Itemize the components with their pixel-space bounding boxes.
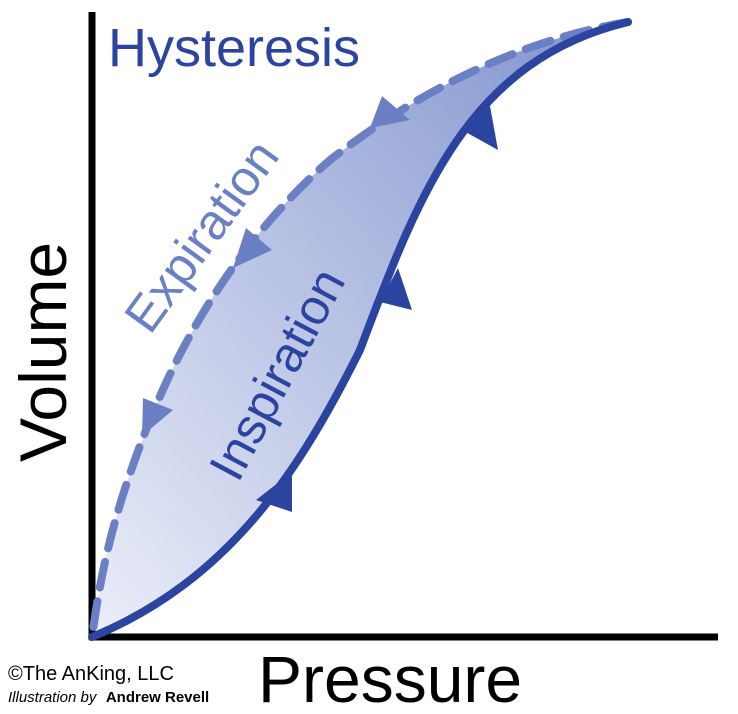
arrowhead-icon	[380, 268, 412, 310]
arrowhead-icon	[256, 472, 292, 512]
credit-prefix: Illustration by	[8, 689, 98, 706]
copyright-text: ©The AnKing, LLC	[8, 663, 174, 685]
arrowhead-icon	[462, 106, 498, 150]
diagram-title: Hysteresis	[108, 18, 360, 78]
y-axis-label: Volume	[6, 242, 80, 462]
credit-name: Andrew Revell	[106, 689, 209, 706]
arrowhead-icon	[370, 96, 410, 128]
hysteresis-loop-fill	[92, 22, 628, 637]
inspiration-curve	[88, 18, 632, 641]
arrowhead-icon	[142, 398, 173, 436]
x-axis-label: Pressure	[258, 642, 522, 714]
illustration-credit: Illustration by Andrew Revell	[8, 689, 209, 706]
arrowhead-icon	[233, 228, 272, 268]
